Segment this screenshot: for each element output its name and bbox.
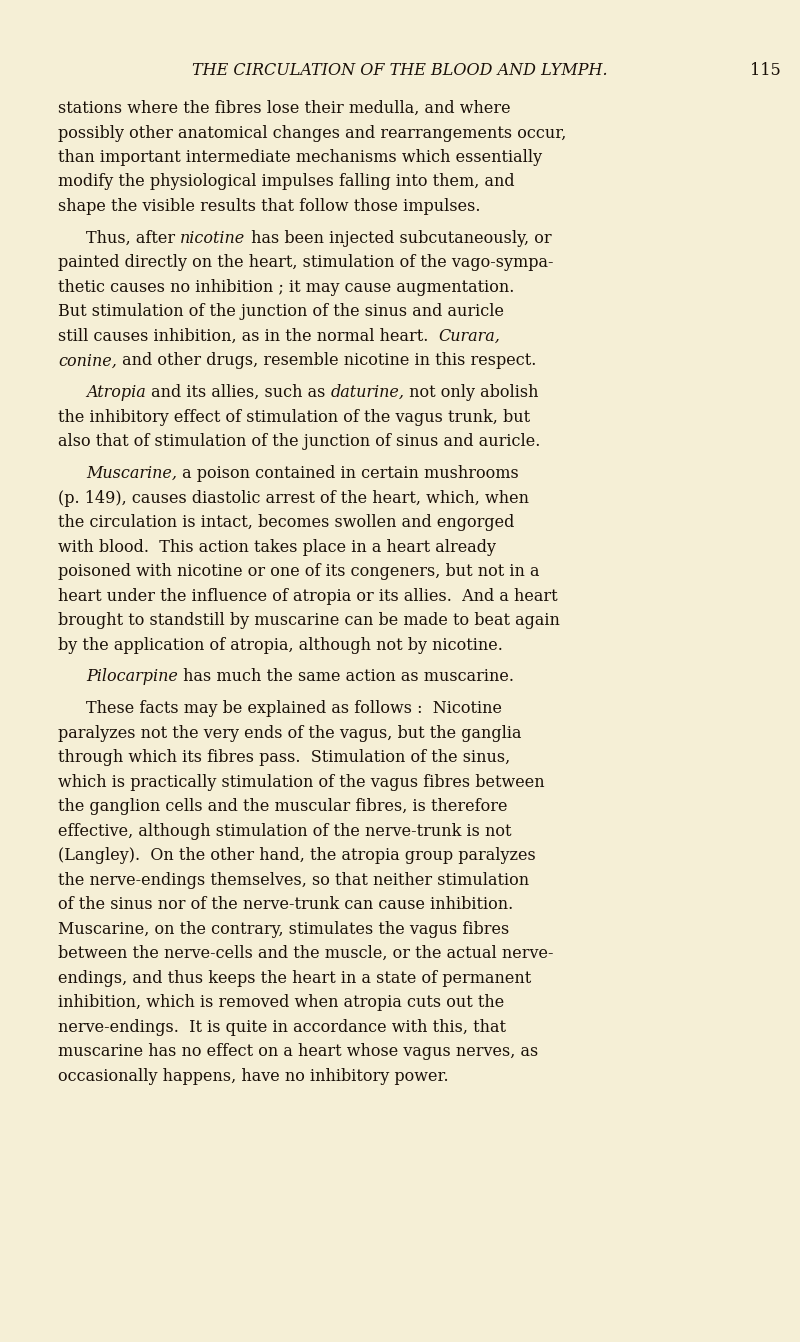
Text: a poison contained in certain mushrooms: a poison contained in certain mushrooms	[177, 466, 518, 482]
Text: than important intermediate mechanisms which essentially: than important intermediate mechanisms w…	[58, 149, 542, 166]
Text: nicotine: nicotine	[180, 229, 246, 247]
Text: shape the visible results that follow those impulses.: shape the visible results that follow th…	[58, 199, 481, 215]
Text: of the sinus nor of the nerve-trunk can cause inhibition.: of the sinus nor of the nerve-trunk can …	[58, 896, 514, 914]
Text: effective, although stimulation of the nerve-trunk is not: effective, although stimulation of the n…	[58, 823, 511, 840]
Text: Curara,: Curara,	[438, 327, 501, 345]
Text: has been injected subcutaneously, or: has been injected subcutaneously, or	[246, 229, 551, 247]
Text: But stimulation of the junction of the sinus and auricle: But stimulation of the junction of the s…	[58, 303, 504, 321]
Text: the nerve-endings themselves, so that neither stimulation: the nerve-endings themselves, so that ne…	[58, 872, 529, 888]
Text: by the application of atropia, although not by nicotine.: by the application of atropia, although …	[58, 636, 503, 654]
Text: thetic causes no inhibition ; it may cause augmentation.: thetic causes no inhibition ; it may cau…	[58, 279, 514, 295]
Text: brought to standstill by muscarine can be made to beat again: brought to standstill by muscarine can b…	[58, 612, 560, 629]
Text: nerve-endings.  It is quite in accordance with this, that: nerve-endings. It is quite in accordance…	[58, 1019, 506, 1036]
Text: inhibition, which is removed when atropia cuts out the: inhibition, which is removed when atropi…	[58, 994, 504, 1012]
Text: stations where the fibres lose their medulla, and where: stations where the fibres lose their med…	[58, 101, 510, 117]
Text: through which its fibres pass.  Stimulation of the sinus,: through which its fibres pass. Stimulati…	[58, 749, 510, 766]
Text: between the nerve-cells and the muscle, or the actual nerve-: between the nerve-cells and the muscle, …	[58, 945, 554, 962]
Text: and its allies, such as: and its allies, such as	[146, 384, 330, 401]
Text: Muscarine, on the contrary, stimulates the vagus fibres: Muscarine, on the contrary, stimulates t…	[58, 921, 510, 938]
Text: (p. 149), causes diastolic arrest of the heart, which, when: (p. 149), causes diastolic arrest of the…	[58, 490, 529, 506]
Text: conine,: conine,	[58, 353, 117, 369]
Text: heart under the influence of atropia or its allies.  And a heart: heart under the influence of atropia or …	[58, 588, 558, 604]
Text: not only abolish: not only abolish	[404, 384, 538, 401]
Text: 115: 115	[750, 62, 781, 79]
Text: the inhibitory effect of stimulation of the vagus trunk, but: the inhibitory effect of stimulation of …	[58, 409, 530, 425]
Text: These facts may be explained as follows :  Nicotine: These facts may be explained as follows …	[86, 701, 502, 717]
Text: Pilocarpine: Pilocarpine	[86, 668, 178, 686]
Text: paralyzes not the very ends of the vagus, but the ganglia: paralyzes not the very ends of the vagus…	[58, 725, 522, 742]
Text: also that of stimulation of the junction of sinus and auricle.: also that of stimulation of the junction…	[58, 433, 540, 450]
Text: endings, and thus keeps the heart in a state of permanent: endings, and thus keeps the heart in a s…	[58, 970, 531, 986]
Text: occasionally happens, have no inhibitory power.: occasionally happens, have no inhibitory…	[58, 1068, 449, 1084]
Text: the ganglion cells and the muscular fibres, is therefore: the ganglion cells and the muscular fibr…	[58, 798, 507, 815]
Text: still causes inhibition, as in the normal heart.: still causes inhibition, as in the norma…	[58, 327, 438, 345]
Text: and other drugs, resemble nicotine in this respect.: and other drugs, resemble nicotine in th…	[117, 353, 536, 369]
Text: has much the same action as muscarine.: has much the same action as muscarine.	[178, 668, 514, 686]
Text: painted directly on the heart, stimulation of the vago-sympa-: painted directly on the heart, stimulati…	[58, 255, 554, 271]
Text: which is practically stimulation of the vagus fibres between: which is practically stimulation of the …	[58, 774, 545, 790]
Text: the circulation is intact, becomes swollen and engorged: the circulation is intact, becomes swoll…	[58, 514, 514, 531]
Text: modify the physiological impulses falling into them, and: modify the physiological impulses fallin…	[58, 173, 514, 191]
Text: Thus, after: Thus, after	[86, 229, 180, 247]
Text: muscarine has no effect on a heart whose vagus nerves, as: muscarine has no effect on a heart whose…	[58, 1043, 538, 1060]
Text: with blood.  This action takes place in a heart already: with blood. This action takes place in a…	[58, 538, 496, 556]
Text: THE CIRCULATION OF THE BLOOD AND LYMPH.: THE CIRCULATION OF THE BLOOD AND LYMPH.	[192, 62, 608, 79]
Text: poisoned with nicotine or one of its congeners, but not in a: poisoned with nicotine or one of its con…	[58, 564, 539, 580]
Text: daturine,: daturine,	[330, 384, 404, 401]
Text: Muscarine,: Muscarine,	[86, 466, 177, 482]
Text: (Langley).  On the other hand, the atropia group paralyzes: (Langley). On the other hand, the atropi…	[58, 847, 536, 864]
Text: Atropia: Atropia	[86, 384, 146, 401]
Text: possibly other anatomical changes and rearrangements occur,: possibly other anatomical changes and re…	[58, 125, 566, 141]
